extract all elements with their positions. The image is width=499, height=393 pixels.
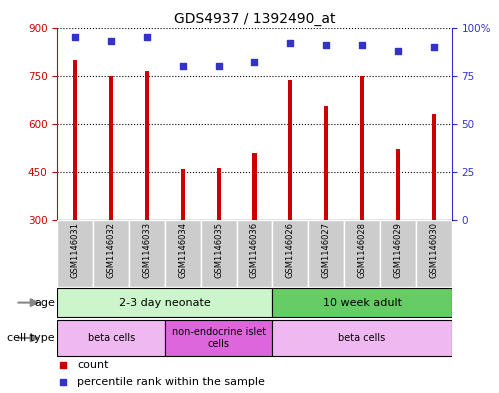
Text: GSM1146034: GSM1146034 xyxy=(178,222,187,278)
Bar xyxy=(217,168,221,220)
Point xyxy=(322,42,330,48)
Text: GSM1146035: GSM1146035 xyxy=(214,222,223,278)
Bar xyxy=(272,220,308,287)
Text: GSM1146031: GSM1146031 xyxy=(71,222,80,278)
Point xyxy=(59,362,67,369)
Bar xyxy=(93,220,129,287)
Text: count: count xyxy=(77,360,109,371)
Text: age: age xyxy=(34,298,55,308)
Bar xyxy=(324,106,328,220)
Text: beta cells: beta cells xyxy=(338,333,386,343)
Text: non-endocrine islet
cells: non-endocrine islet cells xyxy=(172,327,265,349)
Bar xyxy=(272,320,452,356)
Text: GSM1146032: GSM1146032 xyxy=(107,222,116,278)
Text: GSM1146027: GSM1146027 xyxy=(322,222,331,278)
Bar xyxy=(181,169,185,220)
Bar xyxy=(308,220,344,287)
Point xyxy=(143,34,151,40)
Bar xyxy=(432,114,436,220)
Text: GSM1146028: GSM1146028 xyxy=(357,222,366,278)
Bar xyxy=(360,75,364,220)
Bar xyxy=(237,220,272,287)
Text: 2-3 day neonate: 2-3 day neonate xyxy=(119,298,211,308)
Bar xyxy=(416,220,452,287)
Bar xyxy=(165,320,272,356)
Bar xyxy=(57,320,165,356)
Point xyxy=(179,63,187,69)
Bar xyxy=(57,220,93,287)
Bar xyxy=(57,288,272,317)
Point xyxy=(358,42,366,48)
Title: GDS4937 / 1392490_at: GDS4937 / 1392490_at xyxy=(174,13,335,26)
Text: cell type: cell type xyxy=(7,333,55,343)
Bar xyxy=(109,75,113,220)
Text: beta cells: beta cells xyxy=(87,333,135,343)
Text: GSM1146033: GSM1146033 xyxy=(143,222,152,278)
Point xyxy=(430,44,438,50)
Bar xyxy=(73,60,77,220)
Point xyxy=(59,379,67,385)
Point xyxy=(71,34,79,40)
Text: GSM1146036: GSM1146036 xyxy=(250,222,259,278)
Point xyxy=(286,40,294,46)
Point xyxy=(250,59,258,65)
Bar xyxy=(201,220,237,287)
Bar xyxy=(272,288,452,317)
Bar xyxy=(396,149,400,220)
Bar xyxy=(145,71,149,220)
Bar xyxy=(380,220,416,287)
Text: GSM1146026: GSM1146026 xyxy=(286,222,295,278)
Point xyxy=(107,38,115,44)
Text: GSM1146030: GSM1146030 xyxy=(429,222,438,278)
Bar xyxy=(129,220,165,287)
Bar xyxy=(252,152,256,220)
Text: GSM1146029: GSM1146029 xyxy=(393,222,402,278)
Text: percentile rank within the sample: percentile rank within the sample xyxy=(77,377,265,387)
Bar xyxy=(344,220,380,287)
Bar xyxy=(165,220,201,287)
Point xyxy=(394,48,402,54)
Point xyxy=(215,63,223,69)
Bar xyxy=(288,81,292,220)
Text: 10 week adult: 10 week adult xyxy=(322,298,402,308)
